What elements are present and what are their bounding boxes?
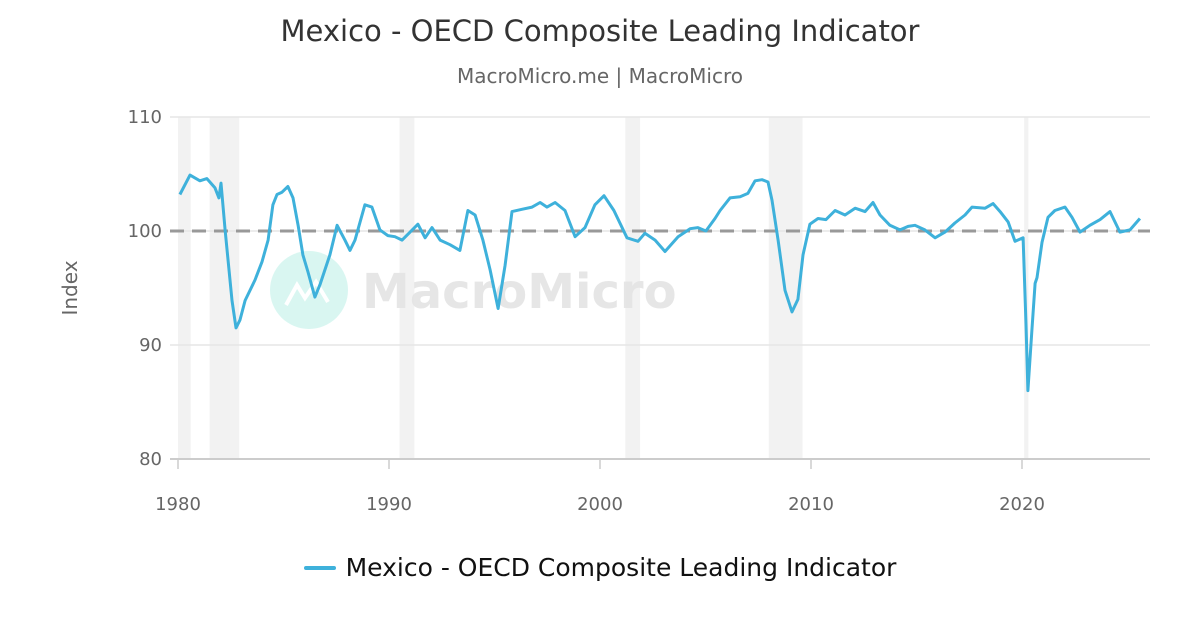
legend[interactable]: Mexico - OECD Composite Leading Indicato…: [0, 553, 1200, 582]
chart-subtitle: MacroMicro.me | MacroMicro: [457, 64, 743, 88]
x-tick-label: 2020: [999, 494, 1045, 515]
legend-swatch: [303, 565, 336, 570]
y-tick-label: 90: [139, 335, 162, 356]
legend-label: Mexico - OECD Composite Leading Indicato…: [345, 553, 897, 582]
y-axis-label: Index: [58, 260, 82, 315]
watermark-logo: MacroMicro: [270, 251, 677, 329]
y-tick-label: 110: [128, 107, 162, 128]
y-tick-label: 100: [128, 221, 162, 242]
x-tick-label: 1980: [155, 494, 201, 515]
x-tick-label: 2000: [577, 494, 623, 515]
recession-band: [178, 117, 191, 459]
recession-band: [399, 117, 415, 459]
recession-band: [625, 117, 641, 459]
series-line: [178, 173, 1142, 393]
recession-band: [209, 117, 240, 459]
watermark-text: MacroMicro: [362, 264, 677, 320]
x-tick-label: 1990: [366, 494, 412, 515]
y-tick-label: 80: [139, 449, 162, 470]
chart-title: Mexico - OECD Composite Leading Indicato…: [280, 14, 920, 48]
x-tick-label: 2010: [788, 494, 834, 515]
